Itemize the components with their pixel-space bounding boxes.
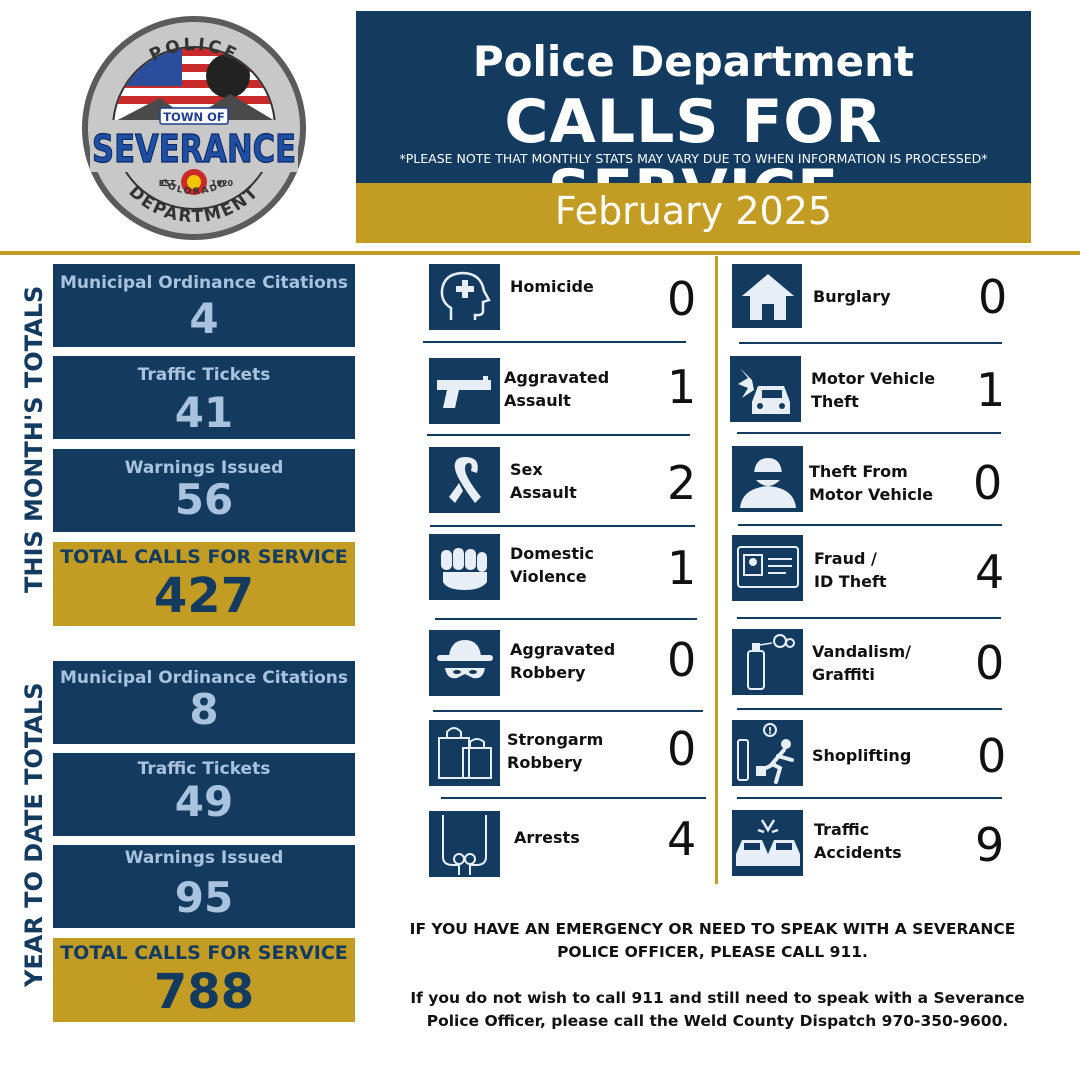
stat-value: 4 [189, 294, 219, 343]
id-card-icon [732, 535, 803, 601]
crime-count: 1 [667, 541, 697, 595]
header-banner: Police Department CALLS FOR SERVICE *PLE… [356, 11, 1031, 227]
stat-value: 41 [174, 388, 234, 437]
crime-label: Domestic Violence [510, 544, 594, 586]
total-label: TOTAL CALLS FOR SERVICE [60, 546, 348, 568]
logo-town-of: TOWN OF [163, 110, 225, 124]
stat-label: Traffic Tickets [137, 759, 271, 779]
handgun-icon [429, 358, 500, 424]
dispatch-notice: If you do not wish to call 911 and still… [410, 989, 1025, 1030]
logo-year: 1920 [211, 179, 234, 188]
stat-value: 49 [174, 777, 234, 826]
stat-label: Traffic Tickets [137, 365, 271, 385]
header-note: *PLEASE NOTE THAT MONTHLY STATS MAY VARY… [399, 151, 988, 166]
row-separator [737, 617, 1001, 619]
row-separator [430, 525, 695, 527]
crime-label: Aggravated Assault [504, 368, 610, 410]
crime-count: 2 [667, 456, 697, 510]
car-crash-icon [730, 356, 801, 422]
crime-label: Homicide [510, 277, 594, 296]
total-label: TOTAL CALLS FOR SERVICE [60, 942, 348, 964]
stat-value: 56 [174, 475, 234, 524]
month-banner: February 2025 [356, 183, 1031, 243]
month-total-calls-card: TOTAL CALLS FOR SERVICE 427 [53, 542, 355, 626]
stat-value: 8 [189, 685, 219, 734]
crime-count: 1 [667, 360, 697, 414]
row-separator [737, 797, 1002, 799]
head-medical-icon [429, 264, 500, 330]
spray-can-icon [732, 629, 803, 695]
divider-rule [0, 251, 1080, 255]
row-separator [737, 432, 1001, 434]
ytd-warnings-card: Warnings Issued 95 [53, 845, 355, 928]
house-icon [732, 264, 802, 328]
row-separator [435, 618, 697, 620]
crime-count: 0 [975, 636, 1005, 690]
row-separator [441, 797, 706, 799]
crime-label: Arrests [514, 828, 580, 847]
month-tickets-card: Traffic Tickets 41 [53, 356, 355, 439]
logo-est: EST. [159, 179, 178, 188]
row-separator [433, 710, 703, 712]
crime-label: Burglary [813, 287, 891, 306]
crime-count: 0 [667, 272, 697, 326]
crime-count: 4 [667, 812, 697, 866]
crime-count: 9 [975, 818, 1005, 872]
crime-label: Strongarm Robbery [507, 730, 604, 772]
crime-label: Shoplifting [812, 746, 912, 765]
ytd-tickets-card: Traffic Tickets 49 [53, 753, 355, 836]
car-collision-icon [732, 810, 803, 876]
row-separator [427, 434, 690, 436]
crime-count: 1 [976, 363, 1006, 417]
section-label-this-month: THIS MONTH'S TOTALS [20, 285, 48, 593]
masked-robber-icon [429, 630, 500, 696]
stat-label: Warnings Issued [124, 848, 284, 868]
month-citations-card: Municipal Ordinance Citations 4 [53, 264, 355, 347]
section-label-year-to-date: YEAR TO DATE TOTALS [20, 682, 48, 988]
crime-count: 0 [667, 722, 697, 776]
crime-label: Aggravated Robbery [510, 640, 616, 682]
stat-label: Municipal Ordinance Citations [59, 273, 349, 293]
total-value: 427 [153, 568, 255, 624]
logo-town-name: SEVERANCE [92, 127, 296, 171]
row-separator [738, 524, 1002, 526]
row-separator [423, 341, 686, 343]
crime-count: 0 [977, 729, 1007, 783]
fist-icon [429, 534, 500, 600]
crime-count: 0 [667, 633, 697, 687]
crime-label: Sex Assault [510, 460, 577, 502]
awareness-ribbon-icon [429, 447, 500, 513]
stat-label: Municipal Ordinance Citations [59, 668, 349, 688]
shoplifter-icon: ! [732, 720, 803, 786]
crime-count: 4 [975, 545, 1005, 599]
crime-label: Motor Vehicle Theft [811, 369, 936, 411]
ytd-citations-card: Municipal Ordinance Citations 8 [53, 661, 355, 744]
department-logo: TOWN OF SEVERANCE POLICE DEPARTMENT EST.… [80, 14, 308, 242]
crime-count: 0 [973, 456, 1003, 510]
stat-label: Warnings Issued [124, 458, 284, 478]
emergency-notice: IF YOU HAVE AN EMERGENCY OR NEED TO SPEA… [409, 920, 1016, 961]
crime-label: Theft From Motor Vehicle [809, 462, 934, 504]
shopping-bags-icon [429, 720, 500, 786]
stat-value: 95 [174, 873, 234, 922]
row-separator [737, 708, 1002, 710]
crime-label: Traffic Accidents [814, 820, 902, 862]
crime-label: Fraud / ID Theft [814, 549, 887, 591]
thief-icon [732, 446, 803, 512]
crime-count: 0 [978, 270, 1008, 324]
header-title: Police Department [472, 37, 915, 86]
row-separator [739, 342, 1002, 344]
total-value: 788 [153, 964, 255, 1020]
ytd-total-calls-card: TOTAL CALLS FOR SERVICE 788 [53, 938, 355, 1022]
month-warnings-card: Warnings Issued 56 [53, 449, 355, 532]
handcuffs-icon [429, 811, 500, 877]
column-divider [715, 256, 718, 884]
svg-text:!: ! [768, 726, 773, 737]
crime-label: Vandalism/ Graffiti [812, 642, 911, 684]
